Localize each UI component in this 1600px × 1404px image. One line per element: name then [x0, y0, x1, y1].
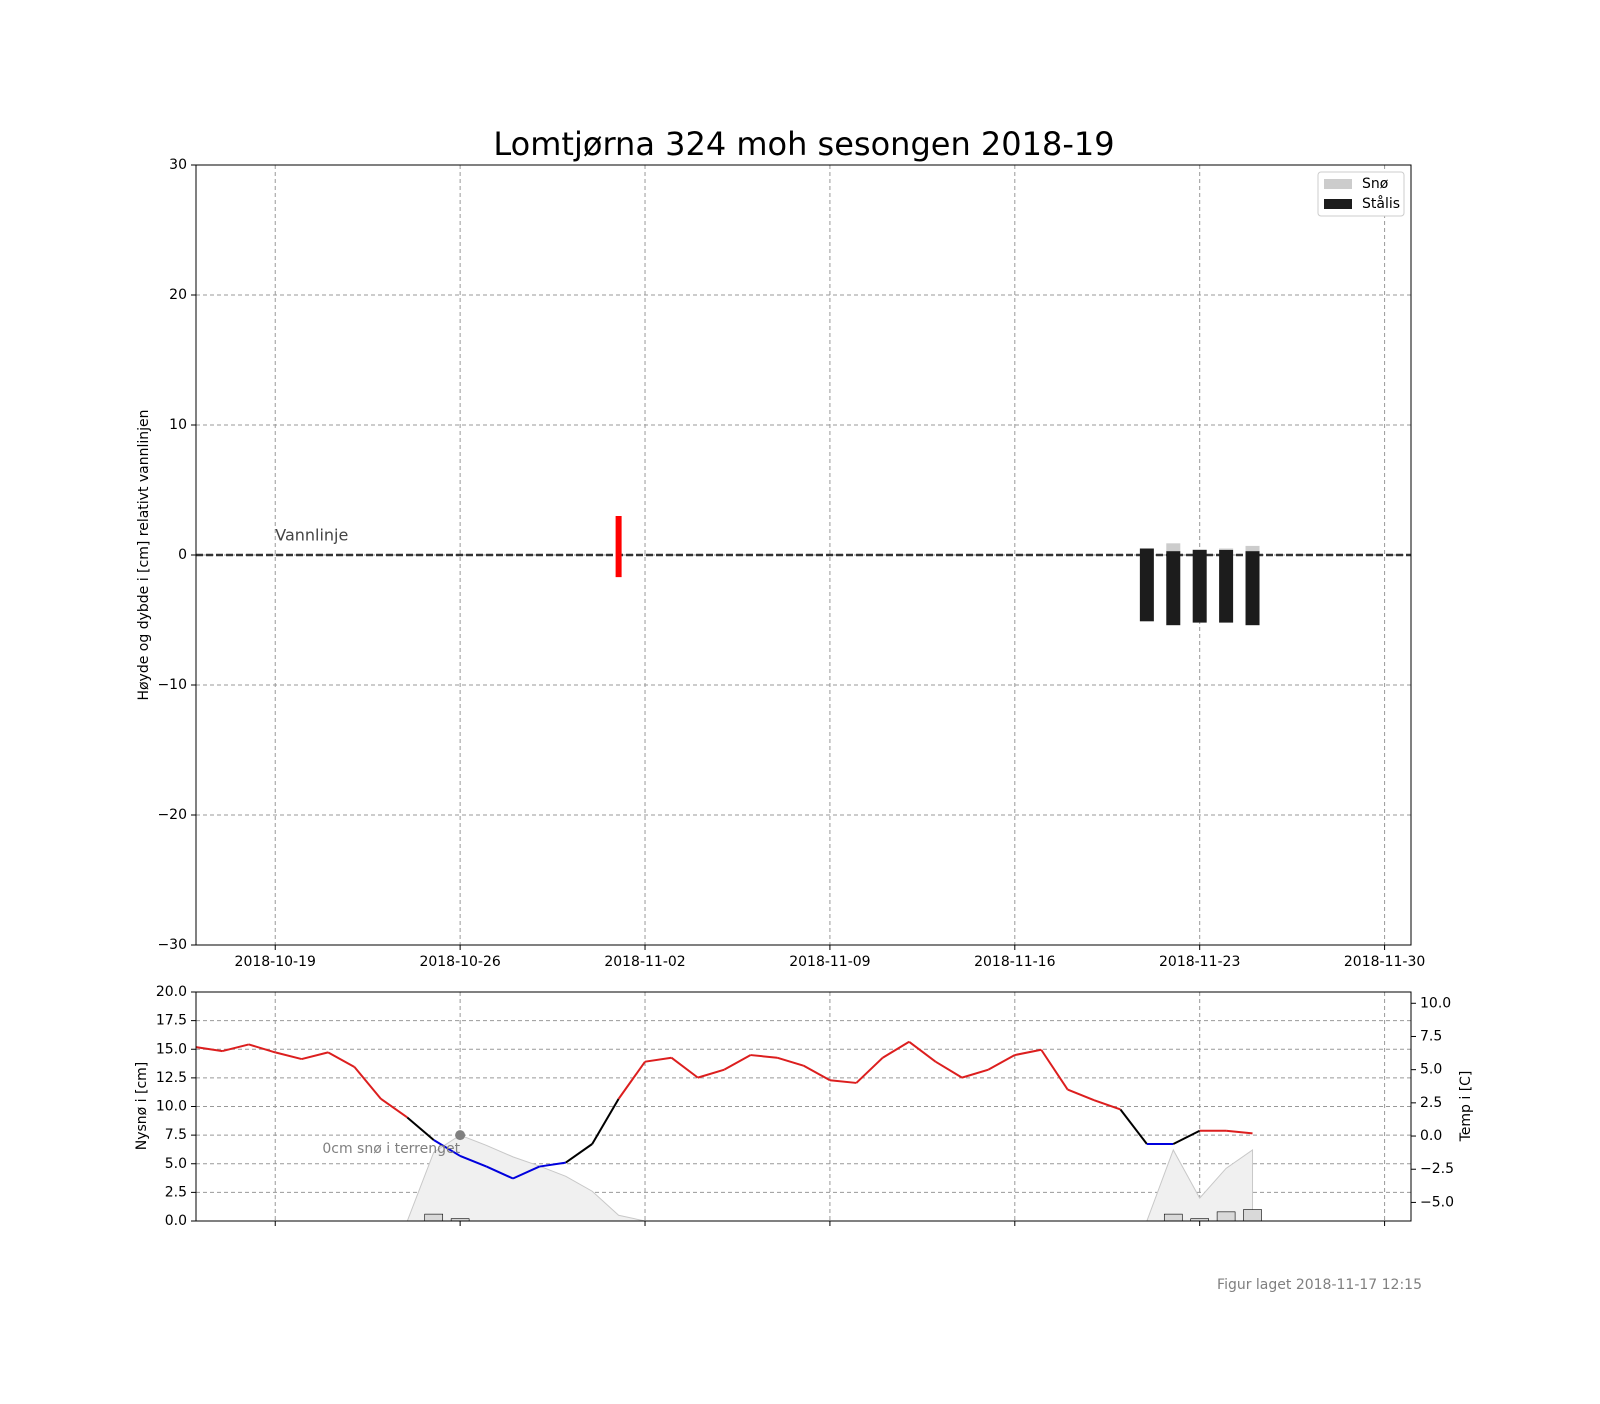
y-tick-label: 10.0: [156, 1099, 187, 1115]
temperature-line: [776, 1056, 804, 1067]
ice-bar: [1192, 549, 1207, 623]
temperature-line: [512, 1165, 540, 1180]
y-axis-label: Høyde og dybde i [cm] relativt vannlinje…: [136, 409, 152, 700]
x-tick-label: 2018-11-09: [789, 954, 870, 970]
temperature-line: [1040, 1049, 1069, 1091]
temperature-line: [855, 1056, 884, 1084]
temperature-line: [961, 1068, 989, 1079]
snow-bar: [1166, 543, 1181, 552]
temperature-line: [565, 1143, 593, 1164]
temperature-line: [195, 1046, 223, 1053]
temperature-line: [987, 1054, 1016, 1071]
snow-bar: [1245, 545, 1260, 552]
temperature-line: [406, 1116, 435, 1141]
x-tick-label: 2018-10-19: [235, 954, 316, 970]
legend-swatch: [1324, 179, 1352, 189]
y2-tick-label: 0.0: [1420, 1128, 1442, 1144]
legend-label: Snø: [1362, 176, 1389, 192]
temperature-line: [803, 1064, 831, 1082]
temperature-line: [274, 1051, 302, 1061]
y-tick-label: 20: [169, 287, 187, 303]
annotation-text: 0cm snø i terrenget: [322, 1141, 460, 1157]
temperature-line: [222, 1043, 250, 1053]
legend-label: Stålis: [1362, 195, 1400, 212]
plot-frame: [195, 164, 1412, 946]
temperature-line: [697, 1068, 725, 1079]
y-tick-label: 0.0: [165, 1213, 187, 1229]
temperature-line: [935, 1060, 963, 1079]
y-tick-label: 0: [178, 547, 187, 563]
temperature-line: [433, 1139, 461, 1157]
temperature-line: [829, 1079, 857, 1084]
y-tick-label: 7.5: [165, 1127, 187, 1143]
y-tick-label: −20: [157, 807, 187, 823]
plot-frame: [195, 991, 1412, 1222]
y-axis-label: Nysnø i [cm]: [134, 1062, 150, 1151]
temperature-line: [908, 1040, 937, 1063]
temperature-line: [1172, 1129, 1201, 1145]
x-tick-label: 2018-11-02: [604, 954, 685, 970]
temperature-line: [723, 1054, 752, 1071]
legend-swatch: [1324, 199, 1352, 209]
y2-axis-label: Temp i [C]: [1458, 1071, 1474, 1143]
temperature-line: [617, 1061, 646, 1100]
x-tick-label: 2018-11-16: [974, 954, 1055, 970]
temperature-line: [1093, 1099, 1121, 1111]
snow-bar: [1219, 548, 1234, 550]
temperature-line: [591, 1098, 620, 1145]
y2-tick-label: 2.5: [1420, 1095, 1442, 1111]
temperature-line: [670, 1056, 699, 1079]
temperature-line: [750, 1054, 778, 1059]
y-tick-label: 15.0: [156, 1041, 187, 1057]
temperature-line: [327, 1051, 355, 1068]
chart-title: Lomtjørna 324 moh sesongen 2018-19: [493, 125, 1114, 163]
x-tick-label: 2018-11-23: [1159, 954, 1240, 970]
temperature-line: [1067, 1088, 1095, 1102]
temperature-line: [248, 1043, 276, 1054]
y-tick-label: −30: [157, 937, 187, 953]
y2-tick-label: 5.0: [1420, 1062, 1442, 1078]
y-tick-label: 5.0: [165, 1156, 187, 1172]
y-tick-label: 2.5: [165, 1184, 187, 1200]
figure-note: Figur laget 2018-11-17 12:15: [1217, 1277, 1422, 1293]
temperature-line: [1119, 1108, 1148, 1145]
snow-bar: [1216, 1211, 1236, 1222]
ice-bar: [1166, 551, 1181, 626]
temperature-line: [644, 1056, 672, 1063]
ice-bar: [1219, 549, 1234, 623]
y-tick-label: 30: [169, 157, 187, 173]
y2-tick-label: −5.0: [1420, 1194, 1454, 1210]
ice-bar: [1139, 548, 1154, 622]
temperature-line: [1226, 1129, 1253, 1135]
y-tick-label: 12.5: [156, 1070, 187, 1086]
temperature-line: [1014, 1048, 1042, 1057]
temperature-line: [882, 1040, 910, 1059]
y2-tick-label: −2.5: [1420, 1161, 1454, 1177]
y-tick-label: 10: [169, 417, 187, 433]
y-tick-label: −10: [157, 677, 187, 693]
y-tick-label: 17.5: [156, 1013, 187, 1029]
y-tick-label: 20.0: [156, 984, 187, 1000]
temperature-line: [301, 1051, 329, 1061]
y2-tick-label: 7.5: [1420, 1028, 1442, 1044]
x-tick-label: 2018-11-30: [1344, 954, 1425, 970]
snow-bar: [1163, 1213, 1183, 1222]
temperature-line: [539, 1161, 566, 1168]
temperature-line: [353, 1066, 382, 1100]
annotation-dot: [455, 1130, 466, 1141]
waterline-label: Vannlinje: [275, 526, 348, 545]
ice-bar: [1245, 551, 1260, 626]
snow-bar: [424, 1213, 444, 1222]
temperature-line: [459, 1155, 487, 1168]
y2-tick-label: 10.0: [1420, 995, 1451, 1011]
x-tick-label: 2018-10-26: [419, 954, 500, 970]
snow-bar: [1243, 1209, 1262, 1222]
temperature-line: [380, 1098, 408, 1119]
temperature-line: [486, 1165, 514, 1180]
